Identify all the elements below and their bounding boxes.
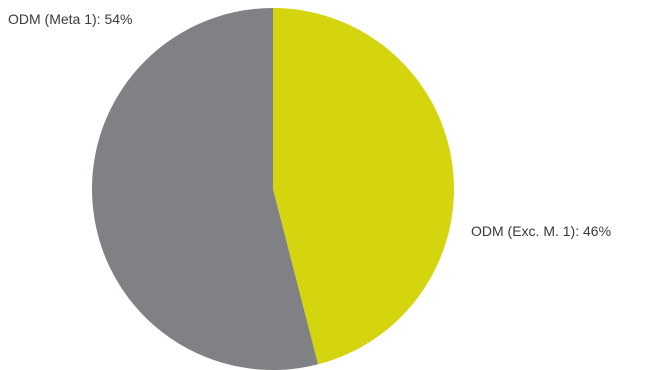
- pie-labels: ODM (Exc. M. 1): 46% ODM (Meta 1): 54%: [8, 11, 611, 239]
- pie-slices: [91, 7, 454, 370]
- pie-slice-label-1: ODM (Exc. M. 1): 46%: [471, 223, 611, 239]
- pie-slice-2: [91, 7, 319, 370]
- pie-slice-label-2: ODM (Meta 1): 54%: [8, 11, 132, 27]
- pie-slice-1: [273, 8, 454, 365]
